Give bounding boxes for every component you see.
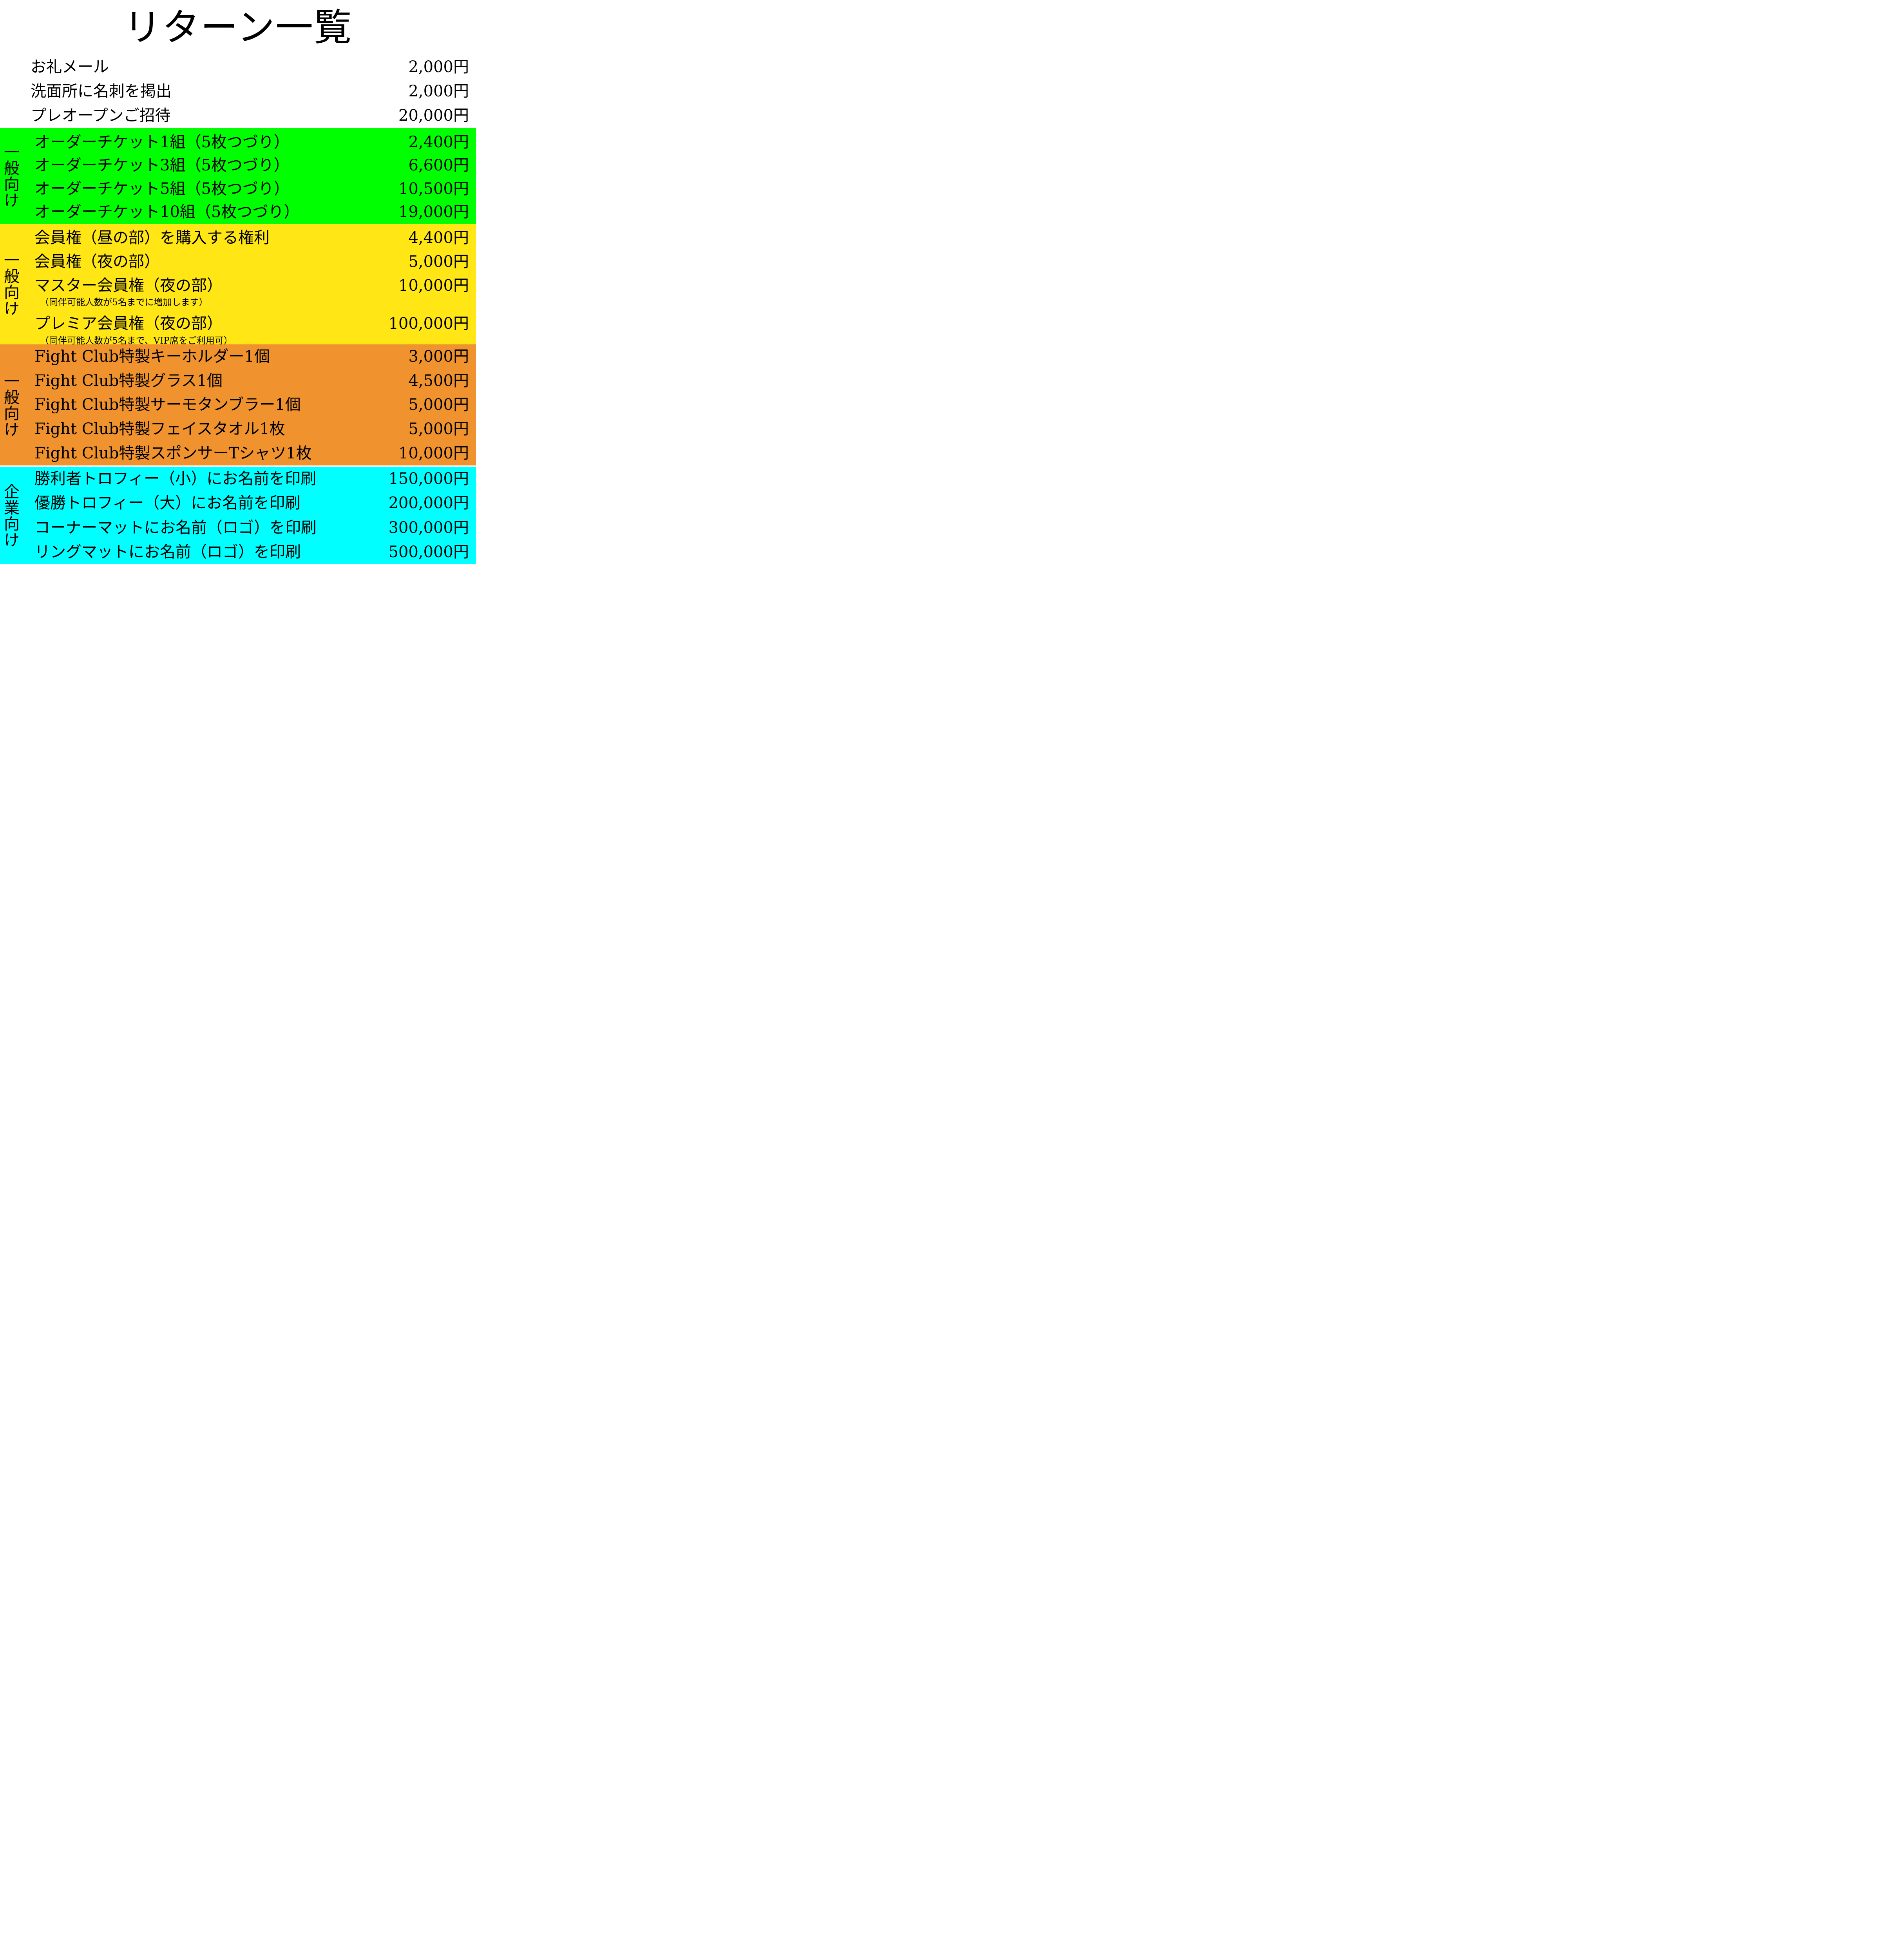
item-label: Fight Club特製スポンサーTシャツ1枚 bbox=[34, 444, 312, 463]
price-row: オーダーチケット1組（5枚つづり） 2,400円 bbox=[34, 130, 469, 154]
section-corporate: 企業向け 勝利者トロフィー（小）にお名前を印刷 150,000円 優勝トロフィー… bbox=[0, 465, 476, 564]
item-note: （同伴可能人数が5名までに増加します） bbox=[40, 297, 208, 308]
price-row: オーダーチケット5組（5枚つづり） 10,500円 bbox=[34, 177, 469, 201]
item-price: 10,000円 bbox=[398, 277, 469, 295]
item-label: マスター会員権（夜の部） bbox=[34, 277, 223, 295]
price-row: 優勝トロフィー（大）にお名前を印刷 200,000円 bbox=[34, 491, 469, 515]
price-row: Fight Club特製フェイスタオル1枚 5,000円 bbox=[34, 417, 469, 441]
item-note: （同伴可能人数が5名まで、VIP席をご利用可） bbox=[40, 336, 233, 346]
item-label: コーナーマットにお名前（ロゴ）を印刷 bbox=[34, 518, 317, 537]
audience-label: 一般向け bbox=[1, 252, 19, 316]
item-price: 10,000円 bbox=[398, 444, 469, 463]
item-label: オーダーチケット10組（5枚つづり） bbox=[34, 203, 300, 221]
item-label: オーダーチケット1組（5枚つづり） bbox=[34, 133, 290, 151]
item-label: 優勝トロフィー（大）にお名前を印刷 bbox=[34, 494, 301, 512]
item-label: オーダーチケット3組（5枚つづり） bbox=[34, 156, 290, 175]
item-label: Fight Club特製サーモタンブラー1個 bbox=[34, 396, 301, 414]
price-row: プレミア会員権（夜の部） 100,000円 bbox=[34, 311, 469, 336]
price-row: Fight Club特製サーモタンブラー1個 5,000円 bbox=[34, 393, 469, 417]
item-price: 4,500円 bbox=[408, 371, 469, 390]
item-price: 3,000円 bbox=[408, 347, 469, 366]
item-price: 500,000円 bbox=[388, 543, 469, 561]
price-row: Fight Club特製グラス1個 4,500円 bbox=[34, 369, 469, 393]
price-row: お礼メール 2,000円 bbox=[31, 55, 469, 79]
price-row: 洗面所に名刺を掲出 2,000円 bbox=[31, 79, 469, 103]
price-row: Fight Club特製スポンサーTシャツ1枚 10,000円 bbox=[34, 441, 469, 465]
item-price: 5,000円 bbox=[408, 396, 469, 414]
item-label: 会員権（昼の部）を購入する権利 bbox=[34, 229, 270, 247]
item-label: 勝利者トロフィー（小）にお名前を印刷 bbox=[34, 470, 317, 488]
audience-label: 一般向け bbox=[1, 143, 19, 208]
item-price: 20,000円 bbox=[398, 107, 469, 125]
item-label: 会員権（夜の部） bbox=[34, 253, 160, 271]
item-price: 19,000円 bbox=[398, 203, 469, 221]
price-row: リングマットにお名前（ロゴ）を印刷 500,000円 bbox=[34, 540, 469, 564]
item-label: Fight Club特製グラス1個 bbox=[34, 371, 223, 390]
item-price: 2,000円 bbox=[408, 58, 469, 76]
item-price: 150,000円 bbox=[388, 470, 469, 488]
item-price: 100,000円 bbox=[388, 315, 469, 333]
price-row: プレオープンご招待 20,000円 bbox=[31, 103, 469, 128]
item-label: オーダーチケット5組（5枚つづり） bbox=[34, 179, 290, 198]
item-label: 洗面所に名刺を掲出 bbox=[31, 82, 172, 100]
item-price: 200,000円 bbox=[388, 494, 469, 512]
price-row: 会員権（夜の部） 5,000円 bbox=[34, 250, 469, 274]
item-label: お礼メール bbox=[31, 58, 109, 76]
item-price: 300,000円 bbox=[388, 518, 469, 537]
item-label: プレミア会員権（夜の部） bbox=[34, 315, 223, 333]
section-general-goods: 一般向け Fight Club特製キーホルダー1個 3,000円 Fight C… bbox=[0, 344, 476, 465]
price-row: オーダーチケット10組（5枚つづり） 19,000円 bbox=[34, 201, 469, 224]
item-label: Fight Club特製キーホルダー1個 bbox=[34, 347, 270, 366]
price-row: 勝利者トロフィー（小）にお名前を印刷 150,000円 bbox=[34, 467, 469, 491]
item-price: 5,000円 bbox=[408, 420, 469, 438]
audience-label: 企業向け bbox=[1, 483, 19, 548]
section-general-tickets: 一般向け オーダーチケット1組（5枚つづり） 2,400円 オーダーチケット3組… bbox=[0, 128, 476, 224]
price-row: Fight Club特製キーホルダー1個 3,000円 bbox=[34, 344, 469, 369]
item-price: 6,600円 bbox=[408, 156, 469, 175]
item-price: 4,400円 bbox=[408, 229, 469, 247]
price-row: マスター会員権（夜の部） 10,000円 bbox=[34, 274, 469, 297]
item-price: 5,000円 bbox=[408, 253, 469, 271]
item-price: 10,500円 bbox=[398, 179, 469, 198]
price-row: コーナーマットにお名前（ロゴ）を印刷 300,000円 bbox=[34, 516, 469, 540]
section-intro: お礼メール 2,000円 洗面所に名刺を掲出 2,000円 プレオープンご招待 … bbox=[0, 55, 476, 128]
audience-label: 一般向け bbox=[1, 373, 19, 437]
price-row: 会員権（昼の部）を購入する権利 4,400円 bbox=[34, 226, 469, 250]
price-row: オーダーチケット3組（5枚つづり） 6,600円 bbox=[34, 154, 469, 177]
section-general-membership: 一般向け 会員権（昼の部）を購入する権利 4,400円 会員権（夜の部） 5,0… bbox=[0, 224, 476, 346]
item-price: 2,400円 bbox=[408, 133, 469, 151]
return-price-list-poster: リターン一覧 お礼メール 2,000円 洗面所に名刺を掲出 2,000円 プレオ… bbox=[0, 0, 476, 564]
page-title: リターン一覧 bbox=[123, 5, 353, 49]
item-label: リングマットにお名前（ロゴ）を印刷 bbox=[34, 543, 301, 561]
item-price: 2,000円 bbox=[408, 82, 469, 100]
item-label: プレオープンご招待 bbox=[31, 107, 171, 125]
item-label: Fight Club特製フェイスタオル1枚 bbox=[34, 420, 285, 438]
